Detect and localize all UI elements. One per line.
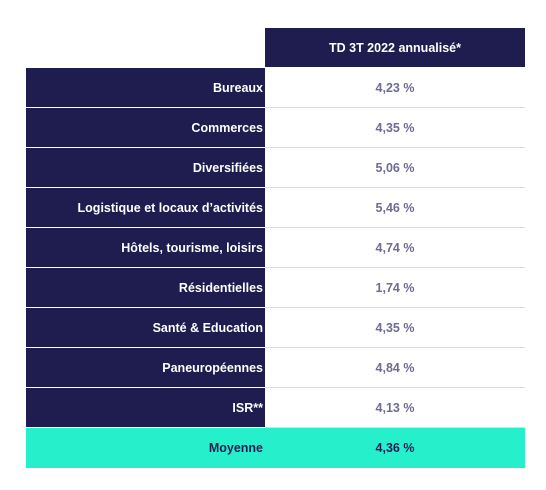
- table-row: Paneuropéennes 4,84 %: [26, 348, 525, 388]
- table-row: Bureaux 4,23 %: [26, 68, 525, 108]
- table-row: Résidentielles 1,74 %: [26, 268, 525, 308]
- row-value: 4,74 %: [265, 228, 525, 267]
- yield-table: TD 3T 2022 annualisé* Bureaux 4,23 % Com…: [26, 28, 525, 468]
- row-label: Logistique et locaux d’activités: [26, 188, 265, 228]
- average-value: 4,36 %: [375, 441, 415, 455]
- column-header: TD 3T 2022 annualisé*: [265, 28, 525, 67]
- table-row: Commerces 4,35 %: [26, 108, 525, 148]
- row-label: Paneuropéennes: [26, 348, 265, 388]
- row-value: 4,35 %: [265, 108, 525, 147]
- table-row: Diversifiées 5,06 %: [26, 148, 525, 188]
- row-label: Bureaux: [26, 68, 265, 108]
- row-label: Santé & Education: [26, 308, 265, 348]
- row-value: 5,46 %: [265, 188, 525, 227]
- row-label: ISR**: [26, 388, 265, 428]
- row-label: Diversifiées: [26, 148, 265, 188]
- header-spacer: [26, 67, 525, 68]
- row-value: 4,13 %: [265, 388, 525, 427]
- row-label: Commerces: [26, 108, 265, 148]
- spacer-right: [265, 67, 525, 68]
- row-label: Résidentielles: [26, 268, 265, 308]
- table-row: Hôtels, tourisme, loisirs 4,74 %: [26, 228, 525, 268]
- row-value: 4,84 %: [265, 348, 525, 387]
- row-value: 1,74 %: [265, 268, 525, 307]
- average-row: Moyenne 4,36 %: [26, 428, 525, 468]
- table-row: Santé & Education 4,35 %: [26, 308, 525, 348]
- spacer-blank: [26, 67, 265, 68]
- average-label: Moyenne: [208, 441, 263, 455]
- row-value: 4,23 %: [265, 68, 525, 107]
- table-row: Logistique et locaux d’activités 5,46 %: [26, 188, 525, 228]
- table-row: ISR** 4,13 %: [26, 388, 525, 428]
- row-label: Hôtels, tourisme, loisirs: [26, 228, 265, 268]
- row-value: 5,06 %: [265, 148, 525, 187]
- row-value: 4,35 %: [265, 308, 525, 347]
- table-header-row: TD 3T 2022 annualisé*: [26, 28, 525, 67]
- header-blank-cell: [26, 28, 265, 67]
